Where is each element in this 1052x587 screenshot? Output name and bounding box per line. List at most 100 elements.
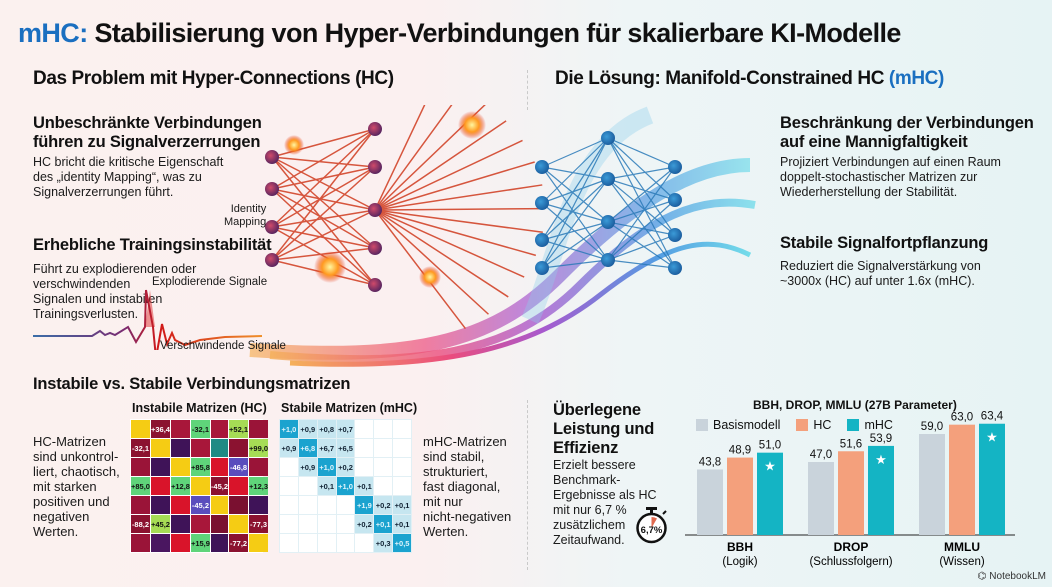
hc-matrix-cell: -88,2	[131, 515, 150, 533]
chaotic-connection	[271, 128, 376, 228]
hc-matrix-cell	[190, 515, 210, 533]
text-line: mHC-Matrizen	[423, 434, 507, 449]
stable-connection	[541, 221, 609, 241]
hc-matrix-cell	[150, 477, 170, 495]
bar-value-label: 51,0	[759, 440, 781, 452]
stable-connection	[607, 166, 676, 261]
problem-heading-1: Unbeschränkte Verbindungen führen zu Sig…	[33, 114, 262, 151]
benchmark-chart: 43,8 48,9 51,0 ★ BBH (Logik) 47,0 51,6 53,9 ★ DROP…	[685, 411, 1015, 568]
hc-matrix-cell	[249, 534, 269, 552]
mhc-matrix-cell: +1,0	[280, 420, 298, 438]
network-illustration	[249, 105, 756, 367]
left-section-title: Das Problem mit Hyper-Connections (HC)	[33, 68, 394, 89]
mhc-matrix-cell: +0,2	[355, 515, 374, 533]
hc-matrix-cell	[131, 458, 150, 476]
mhc-matrix-cell: +0,1	[374, 515, 393, 533]
bar-value-label: 63,4	[981, 411, 1004, 423]
mhc-matrix-cell: +0,1	[317, 477, 336, 495]
chaotic-connection	[271, 156, 376, 211]
text-line: mit starken	[33, 479, 97, 494]
network-node	[535, 196, 549, 210]
hc-matrix-cell: +45,2	[150, 515, 170, 533]
mhc-matrix-cell	[355, 420, 374, 438]
hc-matrix-cell	[150, 534, 170, 552]
stable-connection	[541, 137, 609, 204]
performance-heading: Überlegene Leistung und Effizienz	[553, 401, 655, 457]
stable-connection	[607, 221, 676, 236]
text-line: Benchmark-	[553, 473, 621, 487]
category-label: BBH	[727, 540, 753, 554]
right-section-title: Die Lösung: Manifold-Constrained HC (mHC…	[555, 68, 944, 90]
hc-matrix-cell: -46,8	[229, 458, 249, 476]
text-line: Werten.	[33, 524, 79, 539]
stable-connection	[541, 178, 609, 204]
spark-ray	[374, 184, 543, 211]
network-node	[668, 261, 682, 275]
hc-matrix-cell: +12,3	[249, 477, 269, 495]
star-icon: ★	[986, 430, 998, 445]
stable-connection	[541, 137, 609, 168]
stable-connection	[607, 137, 676, 168]
hc-matrix-cell: +52,1	[229, 420, 249, 438]
hc-matrix-cell	[190, 439, 210, 457]
solution-text-2: Reduziert die Signalverstärkung von ~300…	[780, 259, 981, 288]
hc-matrix-cell	[229, 477, 249, 495]
chaotic-connection	[271, 166, 376, 261]
stable-connection	[541, 137, 609, 269]
bar-hc-bbh	[727, 457, 753, 535]
spark-ray	[374, 209, 543, 234]
stable-connection	[541, 178, 609, 269]
stable-connection	[541, 178, 609, 241]
chart-legend: Basismodell HC mHC	[696, 418, 893, 432]
category-sublabel: (Schlussfolgern)	[809, 556, 892, 568]
solution-heading-1: Beschränkung der Verbindungen auf eine M…	[780, 114, 1034, 151]
text-line: liert, chaotisch,	[33, 464, 120, 479]
text-line: strukturiert,	[423, 464, 489, 479]
hc-matrix-cell	[210, 534, 229, 552]
bar-value-label: 51,6	[840, 438, 862, 450]
text-line: HC-Matrizen	[33, 434, 106, 449]
hc-matrix: +36,4 -32,1 +52,1 -32,1 +99,0 +85,8 -46,8 +85,0…	[130, 419, 269, 553]
orderly-network	[541, 137, 676, 269]
network-node	[668, 228, 682, 242]
bar-basismodell-bbh	[697, 469, 723, 535]
spark-ray	[374, 105, 453, 211]
stable-connection	[607, 178, 676, 269]
mhc-matrix-cell	[355, 458, 374, 476]
chaotic-network	[271, 105, 545, 330]
mhc-matrix-cell	[280, 515, 298, 533]
hc-matrix-cell: +85,8	[190, 458, 210, 476]
network-node	[368, 278, 382, 292]
mhc-matrix-cell	[298, 534, 317, 552]
legend-label: HC	[813, 418, 832, 432]
spark-ray	[374, 139, 523, 211]
network-node	[265, 182, 279, 196]
legend-label: mHC	[864, 418, 893, 432]
bar-value-label: 43,8	[699, 456, 721, 468]
mhc-matrix-cell: +0,7	[336, 420, 355, 438]
network-node	[368, 160, 382, 174]
mhc-matrix-cell: +0,1	[393, 496, 411, 514]
hc-matrix-cell: -45,2	[210, 477, 229, 495]
hc-matrix-cell	[131, 496, 150, 514]
exploding-signals-label: Explodierende Signale	[152, 276, 268, 288]
mhc-matrix-cell: +0,5	[393, 534, 411, 552]
mhc-matrix-cell	[374, 439, 393, 457]
legend-label: Basismodell	[713, 418, 781, 432]
title-rest: Stabilisierung von Hyper-Verbindungen fü…	[87, 18, 902, 48]
mhc-matrix-cell	[393, 420, 411, 438]
problem-heading-2: Erhebliche Trainingsinstabilität	[33, 236, 272, 254]
mhc-matrix-cell	[298, 515, 317, 533]
mhc-matrix-cell: +0,2	[336, 458, 355, 476]
stable-connection	[541, 166, 609, 223]
text-line: fast diagonal,	[423, 479, 501, 494]
hc-matrix-cell: +36,4	[150, 420, 170, 438]
stable-connection	[607, 137, 676, 201]
hc-matrix-cell: -77,2	[229, 534, 249, 552]
bar-value-label: 59,0	[921, 421, 943, 433]
hc-matrix-cell	[170, 515, 190, 533]
network-node	[535, 233, 549, 247]
hc-matrix-cell	[170, 496, 190, 514]
problem-text-2: Führt zu explodierenden oder verschwinde…	[33, 262, 197, 321]
hc-matrix-cell: +15,9	[190, 534, 210, 552]
